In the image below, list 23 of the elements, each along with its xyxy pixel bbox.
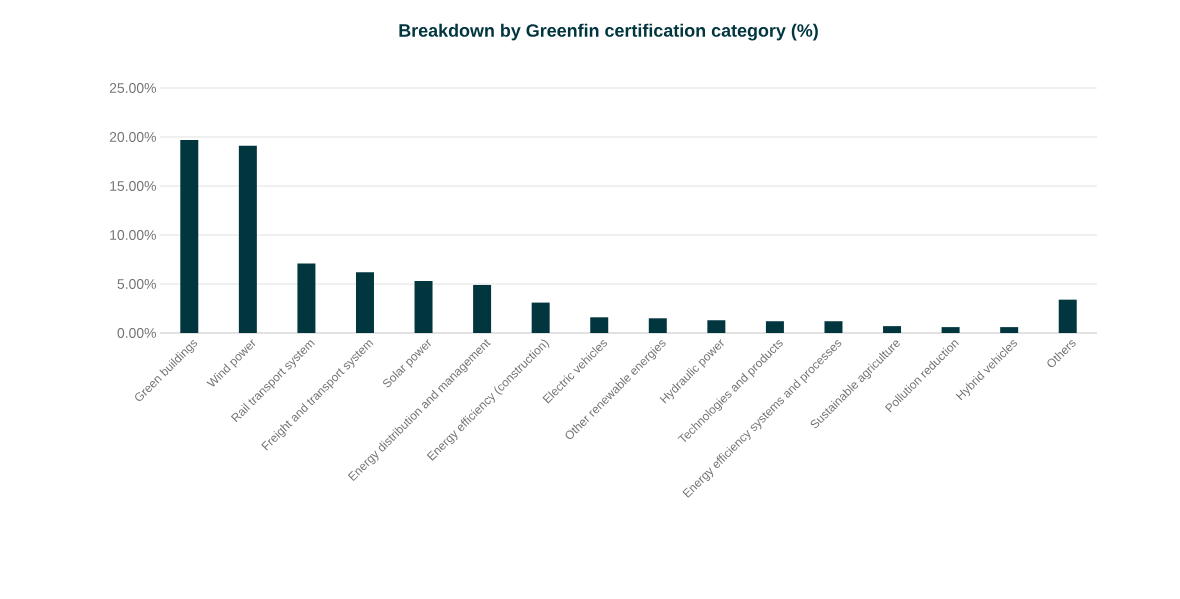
y-tick-label: 10.00% — [110, 230, 156, 240]
bar — [941, 327, 960, 333]
bar — [590, 317, 609, 333]
y-tick-label: 25.00% — [109, 83, 156, 93]
bar — [531, 302, 550, 333]
bar — [414, 281, 433, 333]
y-tick-label: 20.00% — [109, 132, 156, 142]
bar — [883, 326, 902, 333]
bar — [824, 321, 843, 333]
y-tick-label: 0.00% — [117, 328, 156, 338]
chart-title: Breakdown by Greenfin certification category (%) — [399, 23, 818, 41]
bar — [297, 263, 316, 333]
bar — [648, 318, 667, 333]
bar — [238, 145, 257, 333]
bar — [355, 272, 374, 333]
y-tick-label: 5.00% — [117, 279, 156, 289]
bar — [473, 284, 492, 333]
bar — [707, 320, 726, 333]
bar — [1058, 299, 1077, 333]
bar — [180, 139, 199, 333]
bar — [765, 321, 784, 333]
y-tick-label: 15.00% — [110, 181, 156, 191]
bar — [1000, 327, 1019, 333]
